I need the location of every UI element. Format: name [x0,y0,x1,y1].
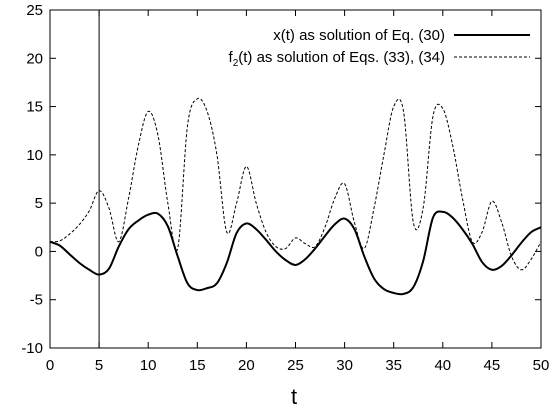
x-tick-label: 10 [140,357,157,374]
legend-label-x: x(t) as solution of Eq. (30) [273,27,445,44]
x-tick-label: 20 [238,357,255,374]
x-tick-label: 15 [189,357,206,374]
x-axis-label: t [291,384,297,409]
legend-label-f2-suffix: (t) as solution of Eqs. (33), (34) [238,49,445,66]
legend: x(t) as solution of Eq. (30) f2(t) as so… [229,27,530,69]
legend-label-f2-sub: 2 [233,58,239,69]
legend-label-f2: f2(t) as solution of Eqs. (33), (34) [229,49,445,69]
y-tick-label: 10 [26,147,43,164]
y-axis-ticks: -10 -5 0 5 10 15 20 25 [21,2,541,357]
y-tick-label: -10 [21,340,43,357]
legend-label-f2-prefix: f [229,49,234,66]
y-tick-label: 25 [26,2,43,19]
y-tick-label: 5 [35,195,43,212]
x-tick-label: 35 [385,357,402,374]
x-tick-label: 45 [484,357,501,374]
x-tick-label: 40 [434,357,451,374]
x-tick-label: 50 [533,357,550,374]
y-tick-label: 0 [35,243,43,260]
series-line-f2 [49,97,542,271]
y-tick-label: 20 [26,50,43,67]
series-line-x [49,210,542,296]
x-tick-label: 30 [336,357,353,374]
x-tick-label: 0 [46,357,54,374]
plot-frame [49,9,542,349]
series-layer [49,97,542,296]
y-tick-label: -5 [30,292,43,309]
x-tick-label: 25 [287,357,304,374]
x-tick-label: 5 [95,357,103,374]
y-tick-label: 15 [26,99,43,116]
x-axis-ticks: 0 5 10 15 20 25 30 35 40 45 50 [46,10,550,374]
